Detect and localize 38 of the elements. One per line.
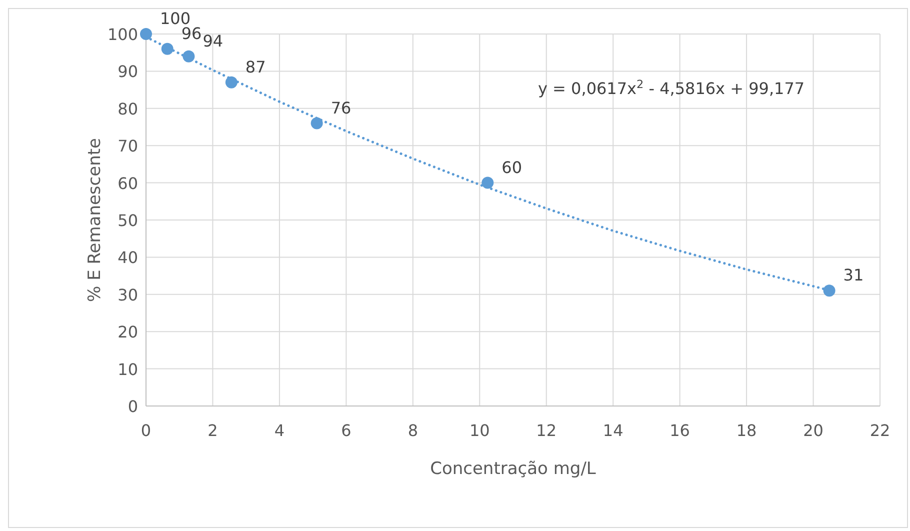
y-tick-label: 20 — [118, 322, 138, 342]
y-tick-label: 60 — [118, 174, 138, 193]
y-tick-label: 70 — [118, 136, 138, 156]
x-axis-title: Concentração mg/L — [430, 459, 596, 479]
point — [161, 42, 174, 55]
x-tick-label: 0 — [140, 421, 152, 440]
data-label: 94 — [202, 31, 224, 50]
data-label: 31 — [843, 266, 864, 285]
x-tick-label: 4 — [274, 421, 285, 440]
point — [182, 50, 195, 62]
data-label: 60 — [502, 158, 522, 177]
x-tick-label: 6 — [341, 421, 352, 440]
y-tick-label: 40 — [118, 248, 138, 268]
point — [225, 76, 238, 88]
point — [310, 117, 323, 130]
x-tick-label: 18 — [736, 421, 757, 440]
y-tick-label: 50 — [118, 211, 138, 230]
data-label: 76 — [330, 98, 352, 118]
y-tick-label: 90 — [118, 62, 138, 82]
point — [482, 176, 494, 189]
x-tick-label: 12 — [536, 421, 557, 440]
y-tick-label: 10 — [118, 360, 138, 379]
x-tick-label: 16 — [670, 421, 690, 440]
x-tick-label: 14 — [602, 421, 624, 440]
annotation: y = 0,0617x$^{2}$ - 4,5816x + 99,177 — [538, 78, 805, 98]
y-axis-title: % E Remanescente — [85, 138, 105, 302]
x-tick-label: 10 — [469, 421, 490, 440]
y-tick-label: 0 — [128, 397, 138, 416]
x-tick-label: 8 — [408, 421, 418, 440]
y-tick-label: 80 — [118, 99, 138, 118]
x-tick-label: 2 — [208, 421, 218, 440]
y-tick-label: 30 — [118, 285, 138, 304]
y-tick-label: 100 — [107, 25, 138, 44]
point — [140, 28, 152, 40]
point — [823, 284, 836, 297]
x-tick-label: 22 — [870, 421, 890, 440]
data-label: 87 — [245, 57, 266, 76]
x-tick-label: 20 — [803, 421, 824, 440]
